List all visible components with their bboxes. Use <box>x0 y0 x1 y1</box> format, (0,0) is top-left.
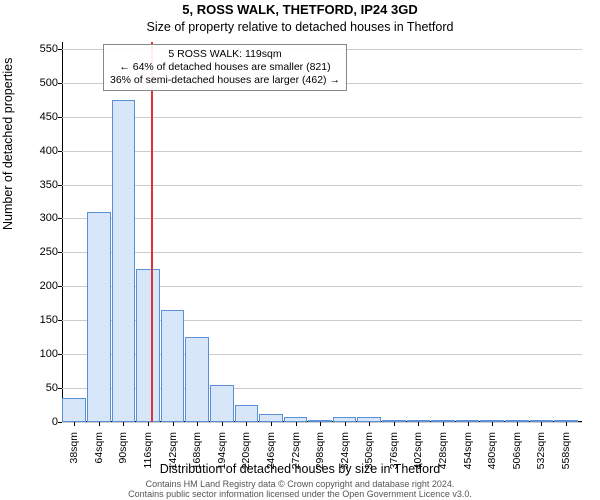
y-tick-mark <box>58 252 62 253</box>
y-axis-label: Number of detached properties <box>1 58 15 230</box>
x-tick-mark <box>443 422 444 426</box>
bar <box>185 337 209 422</box>
x-tick-mark <box>394 422 395 426</box>
gridline <box>62 218 582 219</box>
x-tick-label: 480sqm <box>486 432 498 492</box>
x-tick-mark <box>369 422 370 426</box>
x-tick-mark <box>517 422 518 426</box>
x-tick-label: 324sqm <box>339 432 351 492</box>
gridline <box>62 151 582 152</box>
x-tick-label: 142sqm <box>167 432 179 492</box>
y-tick-mark <box>58 117 62 118</box>
y-tick-label: 150 <box>18 314 58 326</box>
x-tick-label: 194sqm <box>216 432 228 492</box>
y-tick-label: 550 <box>18 43 58 55</box>
bar <box>112 100 136 422</box>
y-tick-mark <box>58 49 62 50</box>
y-tick-label: 450 <box>18 111 58 123</box>
y-tick-mark <box>58 218 62 219</box>
gridline <box>62 252 582 253</box>
y-axis-line <box>62 42 63 422</box>
x-tick-label: 272sqm <box>290 432 302 492</box>
y-tick-mark <box>58 388 62 389</box>
y-tick-label: 100 <box>18 348 58 360</box>
plot-area <box>62 42 582 422</box>
x-tick-label: 532sqm <box>535 432 547 492</box>
y-tick-mark <box>58 354 62 355</box>
annotation-line3: 36% of semi-detached houses are larger (… <box>110 74 340 87</box>
y-tick-label: 0 <box>18 416 58 428</box>
x-tick-label: 298sqm <box>314 432 326 492</box>
x-tick-mark <box>468 422 469 426</box>
x-tick-mark <box>173 422 174 426</box>
x-tick-mark <box>222 422 223 426</box>
x-tick-label: 220sqm <box>240 432 252 492</box>
y-tick-mark <box>58 83 62 84</box>
y-tick-mark <box>58 185 62 186</box>
x-tick-mark <box>296 422 297 426</box>
bar <box>161 310 185 422</box>
x-tick-label: 64sqm <box>93 432 105 492</box>
x-tick-mark <box>418 422 419 426</box>
x-tick-label: 558sqm <box>560 432 572 492</box>
title-line2: Size of property relative to detached ho… <box>0 20 600 34</box>
title-line1: 5, ROSS WALK, THETFORD, IP24 3GD <box>0 2 600 17</box>
x-tick-label: 428sqm <box>437 432 449 492</box>
x-tick-mark <box>74 422 75 426</box>
annotation-line1: 5 ROSS WALK: 119sqm <box>110 48 340 61</box>
y-tick-label: 400 <box>18 145 58 157</box>
x-tick-mark <box>345 422 346 426</box>
figure: { "titles": { "line1": "5, ROSS WALK, TH… <box>0 0 600 500</box>
x-tick-mark <box>123 422 124 426</box>
x-tick-label: 506sqm <box>511 432 523 492</box>
y-tick-label: 200 <box>18 280 58 292</box>
x-tick-mark <box>99 422 100 426</box>
annotation-line2: ← 64% of detached houses are smaller (82… <box>110 61 340 74</box>
gridline <box>62 117 582 118</box>
y-tick-mark <box>58 320 62 321</box>
bar <box>210 385 234 422</box>
x-tick-label: 168sqm <box>191 432 203 492</box>
bar <box>259 414 283 422</box>
x-tick-label: 116sqm <box>142 432 154 492</box>
x-tick-label: 38sqm <box>68 432 80 492</box>
y-tick-label: 350 <box>18 179 58 191</box>
x-tick-mark <box>320 422 321 426</box>
gridline <box>62 422 582 423</box>
x-tick-label: 402sqm <box>412 432 424 492</box>
gridline <box>62 185 582 186</box>
y-tick-label: 300 <box>18 212 58 224</box>
x-tick-label: 376sqm <box>388 432 400 492</box>
x-tick-mark <box>541 422 542 426</box>
x-tick-label: 454sqm <box>462 432 474 492</box>
bar <box>136 269 160 422</box>
bar <box>62 398 86 422</box>
x-tick-mark <box>566 422 567 426</box>
x-tick-mark <box>197 422 198 426</box>
x-tick-label: 90sqm <box>117 432 129 492</box>
y-tick-label: 250 <box>18 246 58 258</box>
marker-line <box>151 42 153 422</box>
bar <box>235 405 259 422</box>
x-tick-mark <box>246 422 247 426</box>
x-tick-mark <box>148 422 149 426</box>
y-tick-mark <box>58 286 62 287</box>
annotation-box: 5 ROSS WALK: 119sqm ← 64% of detached ho… <box>103 44 347 91</box>
y-tick-mark <box>58 422 62 423</box>
y-tick-label: 50 <box>18 382 58 394</box>
y-tick-mark <box>58 151 62 152</box>
x-tick-mark <box>271 422 272 426</box>
x-tick-mark <box>492 422 493 426</box>
x-tick-label: 350sqm <box>363 432 375 492</box>
bar <box>87 212 111 422</box>
y-tick-label: 500 <box>18 77 58 89</box>
x-tick-label: 246sqm <box>265 432 277 492</box>
